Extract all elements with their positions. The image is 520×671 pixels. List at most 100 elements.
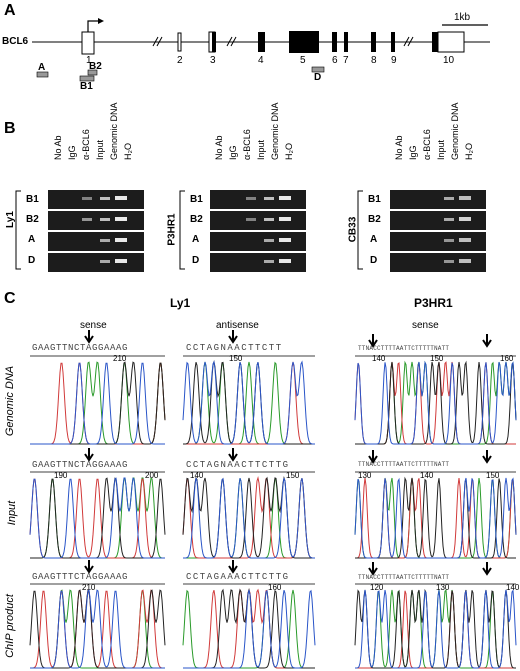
- probe-d: [311, 66, 325, 73]
- exon-number: 1: [86, 55, 92, 66]
- tick-label: 150: [286, 471, 300, 480]
- exon-9: [391, 32, 395, 52]
- trace-line: [182, 476, 315, 559]
- probe-label: D: [314, 72, 322, 83]
- col-title-p3hr1: P3HR1: [414, 296, 453, 310]
- trace-line: [183, 588, 315, 669]
- tick-label: 150: [486, 471, 500, 480]
- trace-line: [30, 589, 165, 669]
- tick-label: 150: [430, 354, 444, 363]
- probe-b1: [79, 75, 95, 82]
- down-arrow-icon: [228, 448, 238, 462]
- row-label: B1: [26, 194, 39, 205]
- sequence-text: CCTAGNAACTTCTTG: [186, 460, 290, 470]
- row-label: A: [28, 234, 36, 245]
- exon-number: 8: [371, 55, 377, 66]
- trace-line: [354, 588, 516, 669]
- down-arrow-icon: [368, 450, 378, 464]
- trace-line: [354, 477, 517, 559]
- tick-label: 140: [190, 471, 204, 480]
- exon-3-right: [212, 32, 216, 52]
- trace-line: [30, 361, 166, 445]
- row-label: D: [28, 255, 36, 266]
- exon-number: 3: [210, 55, 216, 66]
- sequence-text: GAAGTTTCTAGGAAAG: [32, 572, 129, 582]
- down-arrow-icon: [84, 330, 94, 344]
- trace-line: [355, 360, 517, 445]
- exon-2: [177, 32, 182, 52]
- trace-line: [183, 477, 315, 559]
- probe-a: [36, 71, 49, 78]
- probe-label: B1: [80, 81, 93, 92]
- trace-line: [355, 476, 516, 559]
- trace-line: [30, 361, 166, 445]
- trace-line: [183, 588, 315, 669]
- trace-line: [29, 589, 166, 669]
- trace-line: [354, 360, 517, 445]
- gene-map: [32, 18, 490, 82]
- exon-number: 10: [443, 55, 455, 66]
- tick-label: 160: [500, 354, 514, 363]
- down-arrow-icon: [228, 330, 238, 344]
- probe-label: A: [38, 62, 46, 73]
- exon-number: 2: [177, 55, 183, 66]
- row-label: B1: [190, 194, 203, 205]
- down-arrow-icon: [482, 450, 492, 464]
- tick-label: 160: [268, 583, 282, 592]
- trace-line: [355, 589, 517, 669]
- row-label: A: [370, 234, 378, 245]
- trace-line: [355, 360, 517, 445]
- trace-line: [355, 589, 516, 669]
- panel-b-label: B: [4, 120, 16, 137]
- col-title-ly1: Ly1: [170, 296, 191, 310]
- exon-7: [344, 32, 348, 52]
- probe-b2: [87, 69, 98, 76]
- header-sense: sense: [412, 320, 439, 331]
- exon-number: 5: [300, 55, 306, 66]
- panel-a-label: A: [4, 2, 16, 19]
- exon-10-utr: [437, 31, 465, 53]
- exon-number: 4: [258, 55, 264, 66]
- trace-line: [30, 477, 166, 559]
- tick-label: 140: [506, 583, 520, 592]
- exon-number: 7: [343, 55, 349, 66]
- down-arrow-icon: [482, 334, 492, 348]
- trace-line: [29, 477, 165, 559]
- trace-line: [30, 477, 165, 559]
- down-arrow-icon: [84, 560, 94, 574]
- exon-10-coding: [432, 32, 438, 52]
- tick-label: 200: [145, 471, 159, 480]
- row-label: B2: [26, 214, 39, 225]
- down-arrow-icon: [368, 562, 378, 576]
- tick-label: 140: [420, 471, 434, 480]
- tick-label: 140: [372, 354, 386, 363]
- exon-8: [371, 32, 376, 52]
- tick-label: 210: [113, 354, 127, 363]
- header-antisense: antisense: [216, 320, 259, 331]
- row-label: A: [192, 234, 200, 245]
- break-marks: [152, 36, 414, 47]
- tick-label: 130: [358, 471, 372, 480]
- trace-line: [183, 589, 316, 669]
- trace-line: [182, 589, 315, 669]
- trace-line: [30, 362, 165, 445]
- row-label: B1: [368, 194, 381, 205]
- exon-number: 6: [332, 55, 338, 66]
- scale-label: 1kb: [454, 12, 471, 23]
- trace-line: [30, 589, 165, 669]
- exon-4: [258, 32, 265, 52]
- sequence-text: CCTAGAAACTTCTTG: [186, 572, 290, 582]
- gel-image: [48, 190, 144, 272]
- trace-line: [30, 362, 166, 445]
- tick-label: 130: [436, 583, 450, 592]
- down-arrow-icon: [368, 334, 378, 348]
- panel-c-label: C: [4, 290, 16, 307]
- exon-number: 9: [391, 55, 397, 66]
- down-arrow-icon: [482, 562, 492, 576]
- exon-6: [332, 32, 337, 52]
- trace-line: [355, 590, 516, 669]
- exon-5: [289, 31, 319, 53]
- down-arrow-icon: [228, 560, 238, 574]
- tick-label: 190: [54, 471, 68, 480]
